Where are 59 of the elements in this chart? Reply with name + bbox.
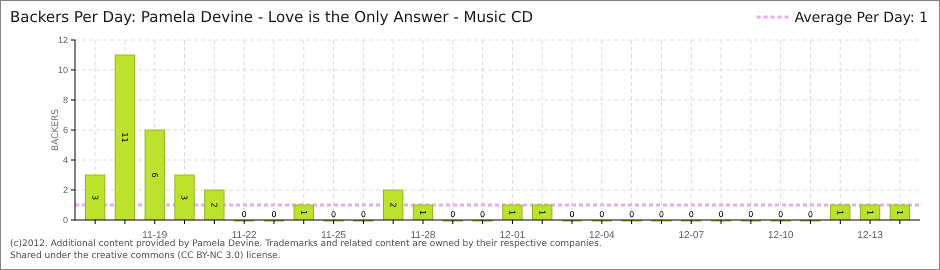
y-tick-label: 10 [58,64,68,75]
data-label: 0 [658,210,664,219]
data-label: 1 [537,210,546,216]
y-tick-label: 8 [62,94,68,105]
data-label: 3 [180,194,189,200]
data-label: 2 [388,202,398,208]
data-label: 0 [480,210,486,219]
data-label: 6 [150,172,159,178]
bar [204,190,225,220]
data-label: 1 [508,210,517,216]
bar [830,204,850,220]
data-label: 2 [210,202,219,208]
bar [174,174,195,220]
data-label: 0 [331,210,336,219]
x-tick-label: 12-01 [500,230,526,241]
bar [502,204,523,220]
data-label: 0 [569,210,575,219]
y-tick-label: 4 [62,154,68,165]
data-label: 0 [778,210,784,219]
x-tick-label: 12-10 [768,230,794,241]
data-label: 1 [865,210,874,216]
bar [532,204,552,220]
x-tick-label: 12-04 [589,230,616,241]
data-label: 0 [599,210,604,219]
text: (c)2012. Additional content provided by Pamela Devine. Trademarks and related content are owned by their respective companies. [10,239,602,249]
legend-label: Average Per Day: 1 [794,10,928,26]
y-tick-label: 2 [62,184,68,195]
data-label: 3 [90,194,100,200]
bar [890,204,910,220]
data-label: 0 [360,210,366,219]
data-label: 0 [688,210,694,219]
x-tick-label: 12-07 [678,230,704,241]
bar [114,54,136,220]
bar [860,204,880,220]
data-label: 0 [748,210,754,219]
data-label: 0 [242,210,247,219]
y-tick-label: 0 [62,214,68,225]
data-label: 1 [418,210,428,216]
chart-title: Backers Per Day: Pamela Devine - Love is the Only Answer - Music CD [10,8,533,26]
y-axis-title: BACKERS [51,108,61,152]
data-label: 0 [450,210,456,219]
x-tick-label: 12-13 [857,230,884,241]
data-label: 0 [271,210,276,219]
bar [84,174,106,220]
data-label: 11 [120,132,130,143]
y-tick-label: 6 [62,124,68,135]
y-tick-label: 12 [58,34,68,45]
text: Shared under the creative commons (CC BY-NC 3.0) license. [10,251,281,261]
data-label: 1 [835,210,844,216]
bar [144,130,165,220]
data-label: 1 [895,210,904,216]
data-label: 0 [808,210,814,219]
data-label: 0 [718,210,724,219]
x-tick-label: 11-25 [321,230,346,241]
x-tick-label: 11-28 [410,230,436,241]
bar [294,204,314,220]
data-label: 0 [629,210,634,219]
data-label: 1 [298,210,308,216]
bar [382,190,404,220]
